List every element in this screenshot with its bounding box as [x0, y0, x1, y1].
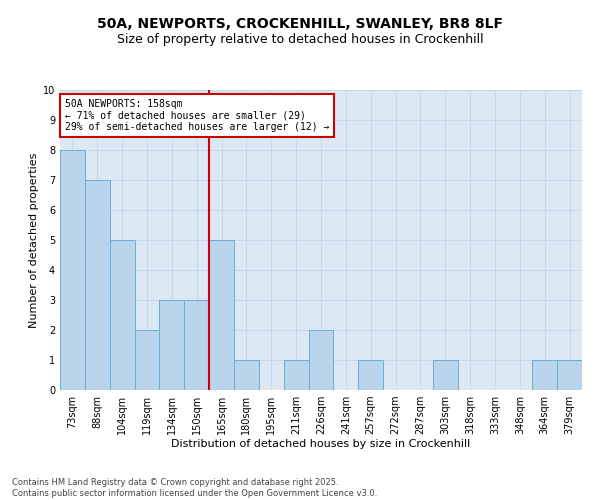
Text: Size of property relative to detached houses in Crockenhill: Size of property relative to detached ho… — [116, 32, 484, 46]
Bar — [209, 240, 234, 390]
Text: 50A, NEWPORTS, CROCKENHILL, SWANLEY, BR8 8LF: 50A, NEWPORTS, CROCKENHILL, SWANLEY, BR8… — [97, 18, 503, 32]
Bar — [184, 300, 209, 390]
Bar — [234, 360, 259, 390]
Bar — [60, 150, 85, 390]
Bar — [110, 240, 134, 390]
Bar — [308, 330, 334, 390]
Bar — [160, 300, 184, 390]
Bar — [358, 360, 383, 390]
Bar — [284, 360, 308, 390]
Bar — [557, 360, 582, 390]
Y-axis label: Number of detached properties: Number of detached properties — [29, 152, 39, 328]
X-axis label: Distribution of detached houses by size in Crockenhill: Distribution of detached houses by size … — [172, 438, 470, 448]
Bar — [433, 360, 458, 390]
Bar — [532, 360, 557, 390]
Bar — [85, 180, 110, 390]
Text: 50A NEWPORTS: 158sqm
← 71% of detached houses are smaller (29)
29% of semi-detac: 50A NEWPORTS: 158sqm ← 71% of detached h… — [65, 99, 329, 132]
Bar — [134, 330, 160, 390]
Text: Contains HM Land Registry data © Crown copyright and database right 2025.
Contai: Contains HM Land Registry data © Crown c… — [12, 478, 377, 498]
